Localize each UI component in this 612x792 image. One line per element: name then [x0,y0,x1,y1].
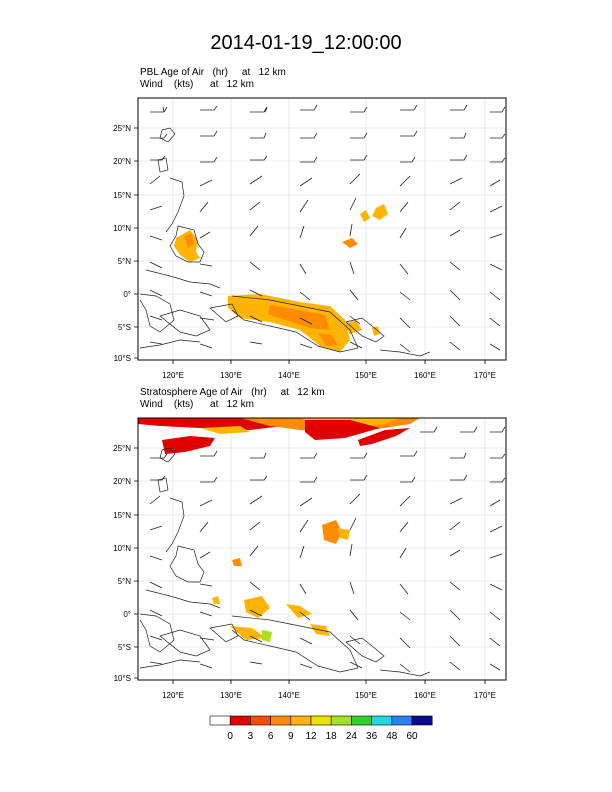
lon-label-130e: 130°E [220,371,242,380]
lon-label-130e: 130°E [220,691,242,700]
colorbar-label: 3 [248,731,254,742]
colorbar-swatch [270,715,292,726]
lat-label-10s: 10°S [114,674,131,683]
map-panel-pbl: 120°E 130°E 140°E 150°E 160°E 170°E 25°N… [113,97,507,380]
lat-label-15n: 15°N [113,511,131,520]
lat-label-25n: 25°N [113,444,131,453]
lat-label-5s: 5°S [118,323,131,332]
colorbar-swatch [310,715,332,726]
panel1-wind-label: Wind (kts) at 12 km [140,79,254,90]
colorbar: 0 3 6 9 12 18 24 36 48 60 [209,715,433,742]
colorbar-label: 36 [366,731,378,742]
lon-label-150e: 150°E [355,691,377,700]
panel1-frame [137,97,507,361]
lat-label-10n: 10°N [113,544,131,553]
colorbar-label: 48 [386,731,398,742]
gridlines [138,418,506,680]
colorbar-swatch [411,715,433,726]
panel2-wind-label: Wind (kts) at 12 km [140,399,254,410]
page-title: 2014-01-19_12:00:00 [210,32,402,54]
panel2-variable-label: Stratosphere Age of Air (hr) at 12 km [140,387,325,398]
colorbar-swatch [371,715,393,726]
lon-label-170e: 170°E [474,371,496,380]
lon-label-120e: 120°E [162,691,184,700]
lat-label-25n: 25°N [113,124,131,133]
colorbar-label: 0 [227,731,233,742]
lat-label-20n: 20°N [113,157,131,166]
lon-label-140e: 140°E [278,371,300,380]
colorbar-label: 12 [305,731,317,742]
lat-label-20n: 20°N [113,477,131,486]
wind-barbs [149,426,506,673]
colorbar-swatch [290,715,312,726]
panel1-title: PBL Age of Air (hr) at 12 km Wind (kts) … [140,67,286,91]
colorbar-label: 24 [346,731,358,742]
lat-label-10s: 10°S [114,354,131,363]
wind-barbs [149,104,506,353]
panel2-frame [137,417,507,681]
colorbar-label: 9 [288,731,294,742]
colorbar-label: 6 [268,731,274,742]
lon-label-160e: 160°E [414,371,436,380]
lon-label-170e: 170°E [474,691,496,700]
map-panel-stratosphere: 120°E 130°E 140°E 150°E 160°E 170°E 25°N… [113,417,507,700]
panel2-title: Stratosphere Age of Air (hr) at 12 km Wi… [140,387,325,411]
colorbar-swatch [330,715,352,726]
lat-label-5s: 5°S [118,643,131,652]
lon-label-150e: 150°E [355,371,377,380]
coastlines [139,447,431,677]
panel1-variable-label: PBL Age of Air (hr) at 12 km [140,67,286,78]
lat-label-0: 0° [123,290,131,299]
lat-label-15n: 15°N [113,191,131,200]
colorbar-label: 60 [406,731,418,742]
lat-label-5n: 5°N [118,577,132,586]
colorbar-swatch [209,715,231,726]
lon-label-160e: 160°E [414,691,436,700]
colorbar-swatch [229,715,251,726]
lat-label-0: 0° [123,610,131,619]
lat-label-5n: 5°N [118,257,132,266]
lat-label-10n: 10°N [113,224,131,233]
colorbar-swatch [250,715,271,726]
colorbar-swatch [391,715,413,726]
lon-label-140e: 140°E [278,691,300,700]
stratosphere-age-shading [138,418,420,642]
lon-label-120e: 120°E [162,371,184,380]
pbl-age-shading [174,204,388,352]
colorbar-swatch [351,715,372,726]
colorbar-label: 18 [326,731,338,742]
